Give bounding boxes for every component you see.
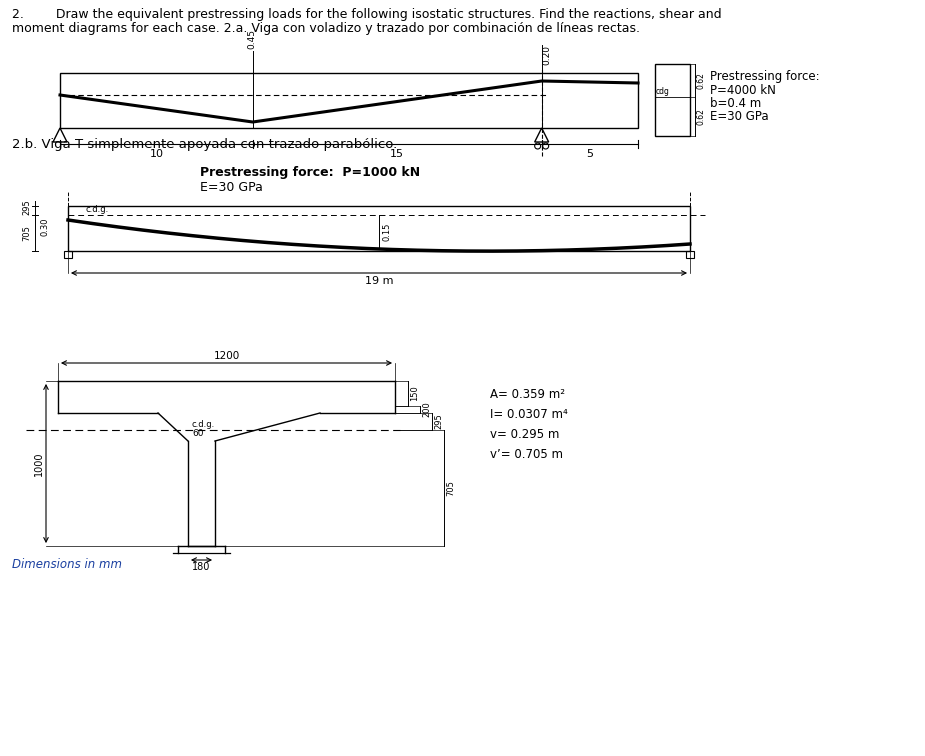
Bar (686, 251, 694, 258)
Text: 2.        Draw the equivalent prestressing loads for the following isostatic str: 2. Draw the equivalent prestressing load… (12, 8, 722, 21)
Text: 0.62: 0.62 (696, 72, 705, 89)
Text: Prestressing force:  P=1000 kN: Prestressing force: P=1000 kN (200, 166, 420, 179)
Text: 0.30: 0.30 (40, 217, 49, 236)
Text: moment diagrams for each case. 2.a. Viga con voladizo y trazado por combinación : moment diagrams for each case. 2.a. Viga… (12, 22, 640, 35)
Text: 150: 150 (410, 386, 419, 401)
Text: 10: 10 (149, 149, 164, 159)
Text: Dimensions in mm: Dimensions in mm (12, 558, 122, 571)
Text: 60: 60 (192, 429, 204, 438)
Text: c.d.g.: c.d.g. (191, 420, 215, 429)
Text: 0.20: 0.20 (543, 45, 551, 65)
Text: 1000: 1000 (34, 451, 44, 476)
Text: 19 m: 19 m (364, 276, 393, 286)
Text: v= 0.295 m: v= 0.295 m (490, 428, 560, 441)
Text: 0.45: 0.45 (247, 29, 256, 49)
Text: 2.b. Viga T simplemente apoyada con trazado parabólico.: 2.b. Viga T simplemente apoyada con traz… (12, 138, 397, 151)
Text: P=4000 kN: P=4000 kN (710, 84, 776, 97)
Text: 180: 180 (192, 562, 211, 572)
Text: 705: 705 (22, 225, 31, 241)
Text: 295: 295 (22, 200, 31, 215)
Text: b=0.4 m: b=0.4 m (710, 97, 761, 110)
Text: 0.15: 0.15 (382, 223, 391, 241)
Bar (64, 251, 72, 258)
Text: 705: 705 (446, 480, 455, 496)
Text: Prestressing force:: Prestressing force: (710, 70, 820, 83)
Text: 1200: 1200 (214, 351, 240, 361)
Text: 0.62: 0.62 (696, 108, 705, 125)
Text: c.d.g.: c.d.g. (86, 205, 109, 214)
Text: 295: 295 (434, 414, 443, 429)
Text: v’= 0.705 m: v’= 0.705 m (490, 448, 563, 461)
Text: A= 0.359 m²: A= 0.359 m² (490, 388, 565, 401)
Text: 15: 15 (390, 149, 404, 159)
Text: E=30 GPa: E=30 GPa (710, 110, 769, 123)
Text: E=30 GPa: E=30 GPa (200, 181, 263, 194)
Text: 200: 200 (422, 401, 431, 417)
Text: I= 0.0307 m⁴: I= 0.0307 m⁴ (490, 408, 568, 421)
Text: cdg: cdg (656, 87, 670, 96)
Text: 5: 5 (586, 149, 593, 159)
